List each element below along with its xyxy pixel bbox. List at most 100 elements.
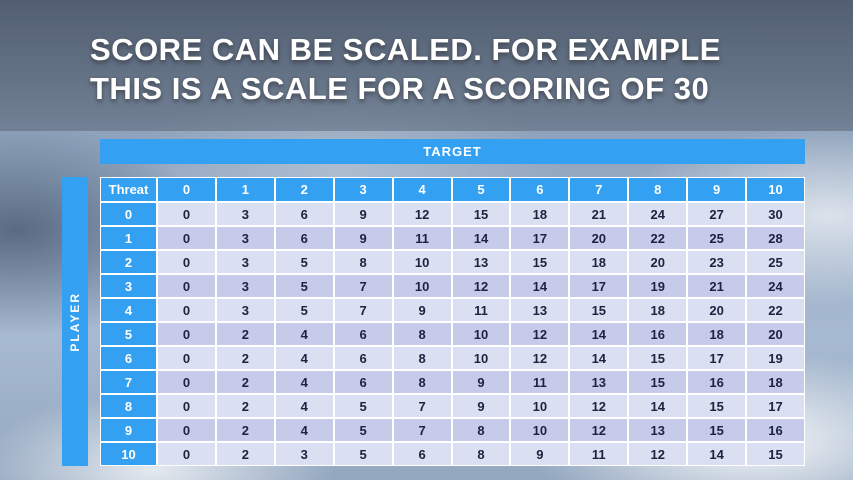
table-row: 10 0 2 3 5 6 8 9 11 12 14 15 (100, 442, 805, 466)
table-cell: 4 (274, 370, 334, 394)
table-row: 7 0 2 4 6 8 9 11 13 15 16 18 (100, 370, 805, 394)
table-cell: 0 (157, 226, 216, 250)
table-cell: 6 (333, 322, 393, 346)
table-cell: 2 (215, 346, 275, 370)
col-header: 7 (569, 177, 629, 202)
table-cell: 13 (510, 298, 570, 322)
score-table-body: 0 0 3 6 9 12 15 18 21 24 27 30 1 0 3 6 9 11 14 17 20 22 25 28 2 0… (100, 202, 805, 466)
table-cell: 0 (157, 202, 216, 226)
col-header: 3 (333, 177, 393, 202)
table-cell: 17 (746, 394, 805, 418)
table-cell: 22 (746, 298, 805, 322)
col-header: 9 (687, 177, 747, 202)
player-label: PLAYER (68, 291, 82, 352)
table-cell: 14 (510, 274, 570, 298)
row-header: 7 (100, 370, 157, 394)
table-cell: 5 (274, 274, 334, 298)
table-cell: 2 (215, 418, 275, 442)
table-cell: 10 (392, 250, 452, 274)
table-cell: 16 (628, 322, 688, 346)
table-cell: 13 (451, 250, 511, 274)
table-cell: 0 (157, 250, 216, 274)
table-cell: 14 (569, 346, 629, 370)
table-row: 0 0 3 6 9 12 15 18 21 24 27 30 (100, 202, 805, 226)
row-header: 1 (100, 226, 157, 250)
table-cell: 13 (628, 418, 688, 442)
table-cell: 11 (392, 226, 452, 250)
table-cell: 5 (274, 298, 334, 322)
slide-title-line1: SCORE CAN BE SCALED. FOR EXAMPLE (90, 32, 721, 67)
col-header: 1 (215, 177, 275, 202)
table-cell: 8 (333, 250, 393, 274)
table-cell: 3 (274, 442, 334, 466)
table-cell: 18 (569, 250, 629, 274)
table-cell: 15 (451, 202, 511, 226)
table-cell: 8 (392, 346, 452, 370)
table-cell: 17 (687, 346, 747, 370)
table-cell: 20 (687, 298, 747, 322)
table-cell: 19 (746, 346, 805, 370)
table-cell: 24 (746, 274, 805, 298)
table-cell: 11 (451, 298, 511, 322)
table-cell: 4 (274, 322, 334, 346)
table-cell: 15 (746, 442, 805, 466)
table-row: 4 0 3 5 7 9 11 13 15 18 20 22 (100, 298, 805, 322)
table-cell: 0 (157, 322, 216, 346)
table-cell: 0 (157, 274, 216, 298)
table-row: 3 0 3 5 7 10 12 14 17 19 21 24 (100, 274, 805, 298)
table-cell: 7 (392, 418, 452, 442)
table-cell: 3 (215, 298, 275, 322)
row-header: 4 (100, 298, 157, 322)
table-row: 2 0 3 5 8 10 13 15 18 20 23 25 (100, 250, 805, 274)
table-cell: 6 (274, 226, 334, 250)
table-cell: 10 (392, 274, 452, 298)
table-cell: 0 (157, 442, 216, 466)
col-header: 4 (392, 177, 452, 202)
table-cell: 19 (628, 274, 688, 298)
table-row: 6 0 2 4 6 8 10 12 14 15 17 19 (100, 346, 805, 370)
row-header: 6 (100, 346, 157, 370)
table-cell: 13 (569, 370, 629, 394)
table-cell: 17 (569, 274, 629, 298)
table-cell: 17 (510, 226, 570, 250)
table-cell: 0 (157, 346, 216, 370)
table-cell: 2 (215, 322, 275, 346)
target-header-bar: TARGET (100, 139, 805, 164)
slide-title-line2: THIS IS A SCALE FOR A SCORING OF 30 (90, 71, 710, 106)
title-band (0, 0, 853, 131)
row-header: 0 (100, 202, 157, 226)
table-cell: 12 (628, 442, 688, 466)
table-cell: 10 (510, 394, 570, 418)
table-cell: 9 (510, 442, 570, 466)
table-cell: 18 (628, 298, 688, 322)
table-cell: 15 (687, 418, 747, 442)
threat-corner-cell: Threat (100, 177, 157, 202)
player-header-bar: PLAYER (62, 177, 88, 466)
table-cell: 2 (215, 442, 275, 466)
table-cell: 12 (569, 418, 629, 442)
table-cell: 18 (746, 370, 805, 394)
table-cell: 8 (451, 442, 511, 466)
col-header: 2 (274, 177, 334, 202)
table-cell: 25 (746, 250, 805, 274)
table-cell: 3 (215, 226, 275, 250)
table-cell: 28 (746, 226, 805, 250)
col-header: 10 (746, 177, 805, 202)
row-header: 5 (100, 322, 157, 346)
table-cell: 6 (333, 370, 393, 394)
table-cell: 15 (569, 298, 629, 322)
table-cell: 3 (215, 274, 275, 298)
table-cell: 6 (274, 202, 334, 226)
table-cell: 12 (510, 346, 570, 370)
table-cell: 4 (274, 346, 334, 370)
table-cell: 2 (215, 394, 275, 418)
table-cell: 21 (687, 274, 747, 298)
table-cell: 14 (628, 394, 688, 418)
table-cell: 8 (392, 370, 452, 394)
table-cell: 3 (215, 202, 275, 226)
table-cell: 7 (333, 298, 393, 322)
table-cell: 23 (687, 250, 747, 274)
row-header: 3 (100, 274, 157, 298)
table-cell: 5 (333, 418, 393, 442)
table-cell: 25 (687, 226, 747, 250)
